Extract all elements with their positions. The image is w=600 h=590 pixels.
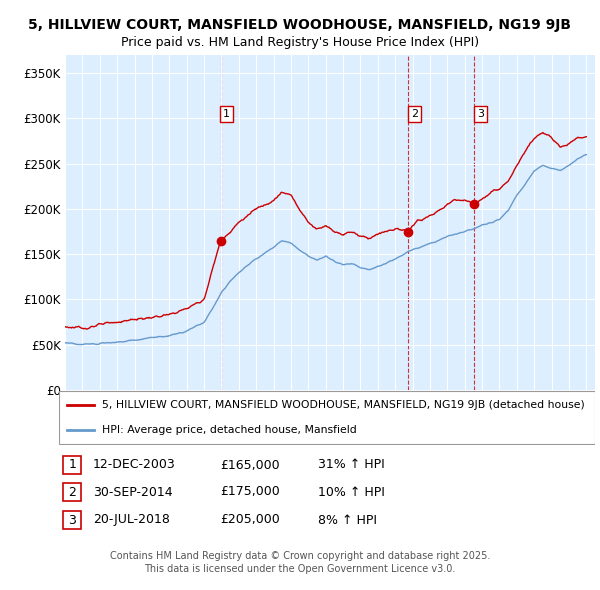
Text: 12-DEC-2003: 12-DEC-2003 — [93, 458, 176, 471]
Text: 2: 2 — [411, 109, 418, 119]
Text: 30-SEP-2014: 30-SEP-2014 — [93, 486, 173, 499]
Text: 2: 2 — [68, 486, 76, 499]
Text: 20-JUL-2018: 20-JUL-2018 — [93, 513, 170, 526]
Text: 3: 3 — [68, 513, 76, 526]
Text: 5, HILLVIEW COURT, MANSFIELD WOODHOUSE, MANSFIELD, NG19 9JB (detached house): 5, HILLVIEW COURT, MANSFIELD WOODHOUSE, … — [102, 401, 584, 411]
Text: 8% ↑ HPI: 8% ↑ HPI — [318, 513, 377, 526]
Text: Contains HM Land Registry data © Crown copyright and database right 2025.
This d: Contains HM Land Registry data © Crown c… — [110, 551, 490, 574]
Text: 5, HILLVIEW COURT, MANSFIELD WOODHOUSE, MANSFIELD, NG19 9JB: 5, HILLVIEW COURT, MANSFIELD WOODHOUSE, … — [29, 18, 571, 32]
Text: £165,000: £165,000 — [220, 458, 280, 471]
Bar — [64, 511, 82, 529]
Bar — [64, 483, 82, 501]
Text: 3: 3 — [477, 109, 484, 119]
Text: 1: 1 — [68, 458, 76, 471]
Text: Price paid vs. HM Land Registry's House Price Index (HPI): Price paid vs. HM Land Registry's House … — [121, 36, 479, 49]
Text: 1: 1 — [223, 109, 230, 119]
Bar — [64, 456, 82, 474]
Text: 31% ↑ HPI: 31% ↑ HPI — [318, 458, 385, 471]
Text: HPI: Average price, detached house, Mansfield: HPI: Average price, detached house, Mans… — [102, 425, 356, 435]
Text: £205,000: £205,000 — [220, 513, 280, 526]
Text: £175,000: £175,000 — [220, 486, 280, 499]
Text: 10% ↑ HPI: 10% ↑ HPI — [318, 486, 385, 499]
